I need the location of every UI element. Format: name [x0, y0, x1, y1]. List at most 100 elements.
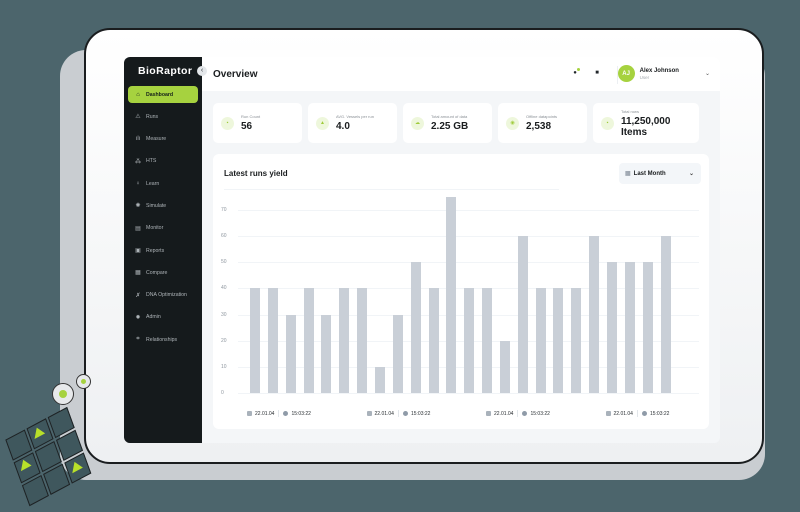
calendar-icon: [247, 411, 252, 416]
stat-icon: ◉: [506, 116, 519, 130]
x-label-date: 22.01.04: [494, 410, 514, 417]
chevron-down-icon: ⌄: [688, 171, 694, 177]
chart-bar[interactable]: [357, 288, 368, 393]
sidebar-item-reports[interactable]: ▣ Reports: [128, 242, 198, 259]
sidebar-item-measure[interactable]: ılı Measure: [128, 131, 198, 148]
stat-card-offline-datapoints: ◉ Offline datapoints 2,538: [498, 103, 587, 143]
chart-bar[interactable]: [374, 366, 385, 393]
chart-bar[interactable]: [624, 262, 635, 393]
sidebar-item-monitor[interactable]: ▤ Monitor: [128, 220, 198, 237]
stat-card-run-count: ▪ Run Count 56: [213, 103, 302, 143]
stat-text: Total amount of data 2.25 GB: [431, 114, 468, 132]
home-icon: ⌂: [136, 91, 140, 98]
stat-text: Offline datapoints 2,538: [526, 114, 557, 132]
clock-icon: [641, 411, 647, 416]
user-role: User: [639, 74, 650, 80]
stat-value: 2,538: [526, 121, 552, 132]
stat-text: Total rows 11,250,000 Items: [621, 109, 699, 138]
page-title: Overview: [213, 68, 258, 80]
chart-bar[interactable]: [589, 236, 600, 393]
chart-bar[interactable]: [660, 236, 671, 393]
chart-bar[interactable]: [607, 262, 617, 393]
chevron-down-icon[interactable]: ⌄: [704, 71, 710, 77]
sidebar-item-label: Dashboard: [146, 91, 174, 98]
y-axis-tick: 60: [221, 233, 227, 240]
sidebar-item-dashboard[interactable]: ⌂ Dashboard: [128, 86, 198, 103]
gridline: [238, 262, 699, 264]
sidebar-item-hts[interactable]: ⁂ HTS: [128, 153, 198, 170]
collapse-sidebar-button[interactable]: ‹: [197, 66, 207, 76]
chart-bar[interactable]: [285, 314, 296, 393]
user-menu[interactable]: AJ Alex Johnson User ⌄: [617, 65, 710, 82]
lightbulb-icon: ♀: [135, 180, 141, 187]
latest-runs-yield-card: Latest runs yield ▦ Last Month ⌄ 0 10 20 30…: [213, 154, 709, 429]
chart-bar[interactable]: [482, 288, 493, 393]
simulate-icon: ✺: [135, 203, 141, 210]
bar-chart-icon: ılı: [135, 136, 141, 143]
period-dropdown[interactable]: ▦ Last Month ⌄: [619, 163, 701, 184]
reports-icon: ▣: [135, 248, 141, 255]
sidebar-item-label: HTS: [146, 158, 157, 165]
gridline: [238, 210, 699, 212]
header-divider: [617, 66, 618, 84]
x-label-time: 15:03:22: [291, 410, 311, 417]
stat-card-total-rows: ▪ Total rows 11,250,000 Items: [593, 103, 699, 143]
sidebar-item-label: Admin: [146, 314, 161, 321]
chart-bar[interactable]: [535, 288, 546, 393]
chart-bar[interactable]: [464, 288, 475, 393]
large-gear-icon: [52, 383, 74, 405]
stat-value: 2.25 GB: [431, 121, 469, 132]
messages-icon[interactable]: ■: [595, 70, 599, 76]
avatar: AJ: [617, 65, 635, 82]
chart-bar[interactable]: [267, 288, 278, 393]
y-axis-tick: 20: [221, 337, 227, 344]
stat-value: 4.0: [336, 121, 350, 132]
stat-icon: ▲: [316, 116, 329, 130]
chart-bar[interactable]: [642, 262, 653, 393]
notification-dot: [577, 68, 580, 71]
sidebar-item-learn[interactable]: ♀ Learn: [128, 175, 198, 192]
chart-bar[interactable]: [339, 288, 350, 393]
sidebar-item-label: Runs: [146, 113, 159, 120]
sidebar-item-relationships[interactable]: ⌗ Relationships: [128, 331, 198, 348]
topbar: Overview ● ■ AJ Alex Johnson User ⌄: [202, 57, 720, 91]
chart-bar[interactable]: [250, 288, 260, 393]
chart-bar[interactable]: [428, 288, 439, 393]
chart-bar[interactable]: [499, 340, 510, 393]
sidebar-item-dna-optimization[interactable]: ✗ DNA Optimization: [128, 287, 198, 304]
chart-bar[interactable]: [321, 314, 332, 393]
chart-bar[interactable]: [553, 288, 564, 393]
chart-bar[interactable]: [517, 236, 528, 393]
sidebar-item-compare[interactable]: ▦ Compare: [128, 264, 198, 281]
x-label-date: 22.01.04: [374, 410, 394, 417]
chart-bar[interactable]: [446, 196, 457, 393]
sidebar: BioRaptor ⌂ Dashboard ⚠ Runs ılı Measure ⁂ HTS ♀…: [124, 57, 202, 443]
calendar-icon: ▦: [625, 171, 631, 177]
dna-icon: ✗: [135, 292, 141, 299]
chart-bar[interactable]: [392, 314, 403, 393]
x-label-separator: [278, 410, 280, 417]
clock-icon: [283, 411, 289, 416]
stat-icon: ▪: [601, 116, 614, 130]
logo: BioRaptor: [138, 65, 193, 77]
stat-label: Total amount of data: [431, 114, 468, 119]
stat-label: Run Count: [241, 114, 261, 119]
sidebar-item-label: Simulate: [146, 202, 167, 209]
chart-bar[interactable]: [571, 288, 582, 393]
y-axis-tick: 10: [221, 363, 227, 370]
sidebar-item-admin[interactable]: ✹ Admin: [128, 309, 198, 326]
sidebar-item-simulate[interactable]: ✺ Simulate: [128, 197, 198, 214]
sidebar-item-label: Reports: [146, 247, 165, 254]
molecule-icon: ⁂: [135, 158, 141, 165]
notification-bell-icon[interactable]: ●: [570, 68, 580, 78]
stat-value: 56: [241, 121, 253, 132]
bell-glyph: ●: [573, 70, 577, 76]
sidebar-item-label: Monitor: [146, 225, 164, 232]
chart-bar[interactable]: [303, 288, 314, 393]
sidebar-item-runs[interactable]: ⚠ Runs: [128, 108, 198, 125]
x-axis-label: 22.01.04 15:03:22: [605, 410, 669, 417]
sidebar-item-label: Measure: [146, 136, 167, 143]
y-axis-tick: 70: [221, 207, 227, 214]
chart-bar[interactable]: [410, 262, 421, 393]
y-axis-tick: 50: [221, 259, 227, 266]
